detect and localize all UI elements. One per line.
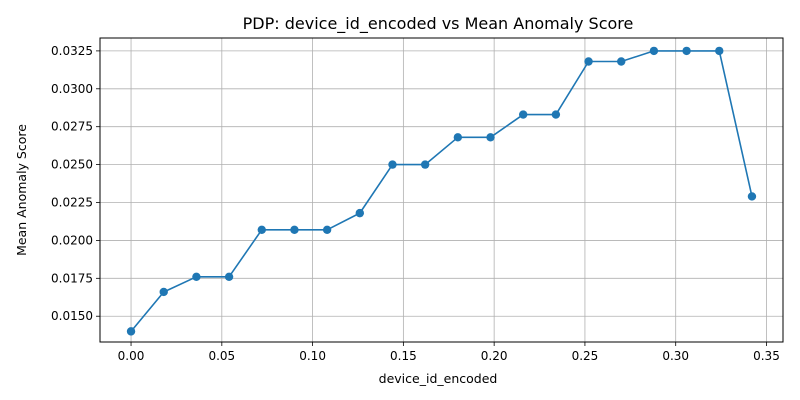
x-tick-label: 0.05 (208, 349, 235, 363)
data-point (518, 110, 528, 119)
plot-frame (99, 37, 784, 343)
data-point (322, 225, 332, 235)
grid-layer (100, 38, 783, 342)
x-tick-label: 0.25 (572, 349, 599, 363)
y-tick-label: 0.0325 (51, 44, 93, 58)
x-tick-label: 0.10 (299, 349, 326, 363)
chart-title: PDP: device_id_encoded vs Mean Anomaly S… (243, 14, 634, 34)
data-point (192, 272, 201, 282)
x-axis-label: device_id_encoded (379, 371, 498, 386)
data-point (224, 272, 234, 282)
data-point (126, 327, 136, 336)
x-tick-label: 0.00 (118, 349, 145, 363)
x-tick-label: 0.35 (753, 349, 780, 363)
data-point (159, 287, 168, 297)
data-point (453, 133, 463, 142)
data-point (355, 208, 365, 218)
y-tick-label: 0.0150 (51, 309, 93, 323)
y-tick-label: 0.0275 (51, 120, 93, 134)
x-tick-label: 0.15 (390, 349, 417, 363)
data-point (388, 160, 397, 169)
data-point (420, 160, 430, 169)
data-point (257, 225, 266, 235)
y-tick-label: 0.0175 (51, 271, 93, 285)
data-point (290, 225, 299, 235)
y-tick-label: 0.0225 (51, 196, 93, 210)
data-point (747, 192, 757, 201)
y-axis-label: Mean Anomaly Score (14, 124, 29, 256)
data-point (551, 110, 561, 119)
y-tick-label: 0.0300 (51, 82, 93, 96)
y-tick-label: 0.0250 (51, 158, 93, 172)
data-point (584, 57, 593, 66)
series-line (130, 50, 753, 332)
series-layer (126, 46, 757, 336)
data-point (715, 46, 724, 56)
ticks-layer: 0.00 0.05 0.10 0.15 0.20 0.25 0.30 0.35 0.0150 0.… (51, 44, 780, 363)
data-point (617, 57, 626, 66)
data-point (649, 46, 659, 56)
data-point (682, 46, 691, 56)
data-point (486, 133, 495, 142)
y-tick-label: 0.0200 (51, 233, 93, 247)
x-tick-label: 0.20 (481, 349, 508, 363)
x-tick-label: 0.30 (662, 349, 689, 363)
